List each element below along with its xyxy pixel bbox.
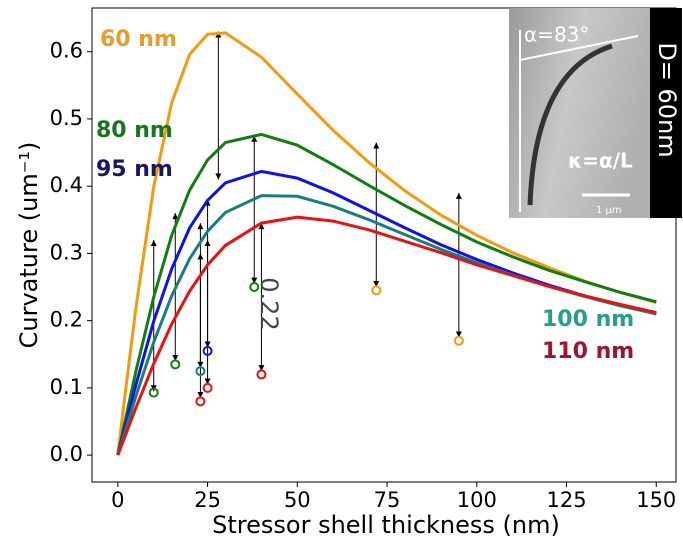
arrow-head [455, 192, 462, 199]
annotation: 0.22 [255, 277, 283, 330]
data-point [371, 285, 382, 296]
angle-label: α=83° [524, 23, 589, 47]
y-tick-label: 0.5 [50, 106, 83, 130]
arrow-head [172, 213, 179, 220]
plot-frame [91, 7, 677, 483]
nanowire [527, 43, 613, 206]
arrow-head [172, 354, 179, 361]
arrow-head [197, 391, 204, 398]
diameter-label: D= 60nm [653, 42, 681, 157]
x-tick-label: 25 [194, 488, 221, 512]
x-tick-label: 125 [546, 488, 586, 512]
x-tick-label: 150 [636, 488, 676, 512]
series-label: 95 nm [96, 157, 173, 182]
y-tick-label: 0.1 [50, 375, 83, 399]
series-label: 60 nm [100, 27, 177, 52]
data-point [195, 366, 206, 377]
arrow-head [455, 331, 462, 338]
curve [116, 132, 657, 456]
data-point [453, 335, 464, 346]
data-point [170, 359, 181, 370]
arrow-head [204, 378, 211, 385]
arrow-head [251, 135, 258, 142]
data-point [202, 382, 213, 393]
label-band [650, 8, 682, 218]
x-tick-label: 100 [457, 488, 497, 512]
arrow-head [197, 223, 204, 230]
data-point [148, 387, 159, 398]
data-point [249, 282, 260, 293]
series-label: 110 nm [542, 339, 634, 364]
x-tick-label: 50 [284, 488, 311, 512]
arrow-head [215, 173, 222, 180]
y-tick-label: 0.3 [50, 240, 83, 264]
data-point [195, 396, 206, 407]
x-axis-label: Stressor shell thickness (nm) [212, 511, 560, 539]
arrow-head [204, 341, 211, 348]
y-tick-label: 0.4 [50, 173, 83, 197]
x-tick-label: 0 [111, 488, 124, 512]
data-point [256, 369, 267, 380]
arrow-head [258, 365, 265, 372]
arrow-head [197, 361, 204, 368]
formula-label: κ=α/L [568, 149, 633, 173]
curve [116, 215, 657, 456]
angle-line [519, 35, 639, 61]
arrow-head [251, 277, 258, 284]
curve [116, 31, 657, 456]
series-label: 80 nm [96, 118, 173, 143]
y-tick-label: 0.2 [50, 308, 83, 332]
data-point [202, 345, 213, 356]
inset-image: α=83° κ=α/L 1 μm D= 60nm [509, 8, 682, 218]
arrow-head [258, 223, 265, 230]
arrow-head [150, 239, 157, 246]
y-axis-label: Curvature (um⁻¹) [15, 142, 43, 349]
y-tick-label: 0.6 [50, 39, 83, 63]
arrow-head [373, 142, 380, 149]
y-tick-label: 0.0 [50, 442, 83, 466]
arrow-head [204, 239, 211, 246]
x-tick-label: 75 [374, 488, 401, 512]
arrow-head [373, 281, 380, 288]
scale-label: 1 μm [596, 205, 622, 216]
series-label: 100 nm [542, 307, 634, 332]
